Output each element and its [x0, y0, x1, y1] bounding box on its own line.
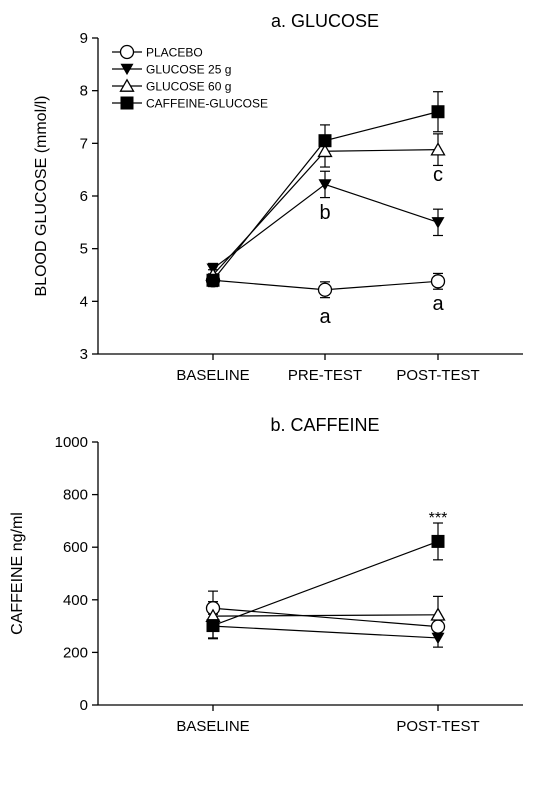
y-tick-label: 0 — [80, 697, 88, 714]
legend-label: GLUCOSE 25 g — [146, 63, 231, 77]
chart-panel-1: 3 4 5 6 7 8 9 BASELINE PRE-TEST POST-TEST a. GLUCO… — [33, 11, 523, 384]
data-point — [317, 143, 333, 158]
y-tick-label: 800 — [63, 487, 88, 504]
series-line — [212, 540, 439, 627]
y-axis-label: BLOOD GLUCOSE (mmol/l) — [33, 96, 50, 297]
data-point — [317, 282, 333, 297]
data-point — [206, 273, 220, 287]
data-point — [431, 632, 445, 645]
y-tick-label: 6 — [80, 188, 88, 205]
data-point — [430, 142, 446, 156]
data-point — [431, 217, 445, 229]
annotation-label: a — [319, 306, 331, 328]
legend-marker — [119, 44, 135, 60]
annotation-label: *** — [429, 510, 448, 527]
x-tick-label: PRE-TEST — [288, 367, 362, 384]
annotation-label: c — [433, 164, 443, 186]
chart-title: a. GLUCOSE — [271, 11, 379, 31]
x-tick-label: BASELINE — [176, 367, 249, 384]
y-tick-label: 7 — [80, 135, 88, 152]
y-tick-label: 1000 — [55, 434, 88, 451]
y-tick-label: 400 — [63, 592, 88, 609]
annotation-label: b — [319, 202, 330, 224]
y-tick-label: 3 — [80, 346, 88, 363]
y-axis-label: CAFFEINE ng/ml — [9, 512, 26, 635]
data-point — [430, 607, 446, 621]
chart-title: b. CAFFEINE — [270, 415, 379, 435]
legend-marker — [120, 96, 134, 110]
y-tick-label: 600 — [63, 539, 88, 556]
annotation-label: a — [432, 293, 444, 315]
data-point — [430, 619, 446, 634]
series-line — [212, 614, 439, 617]
x-tick-label: POST-TEST — [396, 718, 479, 735]
data-point — [431, 534, 445, 548]
legend-marker — [120, 63, 134, 76]
data-point — [318, 179, 332, 191]
legend-marker — [119, 78, 135, 92]
legend-label: PLACEBO — [146, 46, 203, 60]
y-tick-label: 4 — [80, 293, 88, 310]
data-point — [431, 105, 445, 119]
x-tick-label: POST-TEST — [396, 367, 479, 384]
series-line — [212, 625, 439, 639]
data-point — [318, 134, 332, 148]
legend-label: GLUCOSE 60 g — [146, 80, 231, 94]
chart-panel-2: 0 200 400 600 800 1000 BASELINE POST-TEST b. CAF… — [9, 415, 523, 735]
legend-label: CAFFEINE-GLUCOSE — [146, 97, 268, 111]
data-point — [206, 619, 220, 633]
y-tick-label: 9 — [80, 30, 88, 47]
y-tick-label: 8 — [80, 83, 88, 100]
y-tick-label: 200 — [63, 644, 88, 661]
x-tick-label: BASELINE — [176, 718, 249, 735]
legend: PLACEBO GLUCOSE 25 g GLUCOSE 60 g CAFFEINE-… — [112, 44, 268, 111]
y-tick-label: 5 — [80, 241, 88, 258]
series-line — [212, 607, 439, 628]
data-point — [430, 274, 446, 289]
